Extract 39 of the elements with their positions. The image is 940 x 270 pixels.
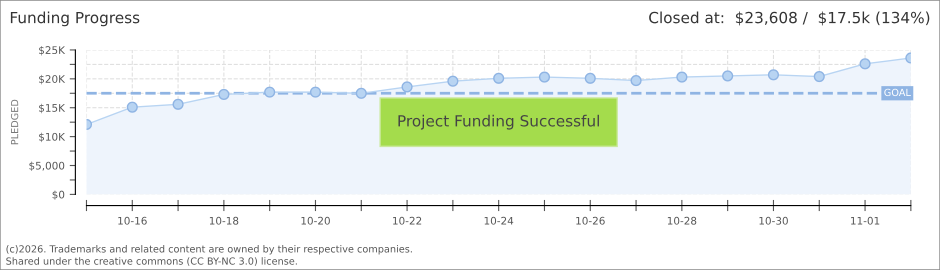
ref-line-label: GOAL (884, 88, 911, 96)
annotation: Project Funding Successful (398, 114, 599, 130)
point (768, 69, 780, 80)
point (676, 72, 688, 83)
y-tick-label: $0 (52, 190, 64, 200)
x-tick-label: 10-20 (301, 216, 330, 225)
x-tick-label: 10-30 (759, 216, 788, 225)
x-tick-label: 11-01 (851, 216, 880, 225)
chart-title: Funding Progress (10, 12, 140, 26)
point (310, 86, 322, 98)
point (538, 72, 550, 83)
point (722, 70, 734, 82)
y-tick-label: $25K (39, 46, 66, 56)
chart-subtitle: Closed at: $23,608 / $17.5k (134%) (649, 12, 930, 26)
point (402, 81, 413, 92)
point (630, 75, 642, 86)
point (126, 102, 138, 113)
x-tick-label: 10-28 (668, 216, 696, 225)
x-tick-label: 10-26 (576, 216, 605, 225)
x-tick-label: 10-16 (118, 216, 147, 225)
point (814, 70, 825, 82)
x-tick-label: 10-22 (393, 216, 422, 225)
y-axis-title: PLEDGED (10, 100, 18, 144)
point (584, 72, 596, 84)
x-tick-label: 10-24 (484, 216, 514, 225)
y-tick-label: $20K (39, 74, 66, 84)
text: Shared under the creative commons (CC BY-NC 3.0) license. (6, 257, 297, 266)
y-tick-label: $5,000 (29, 162, 64, 171)
point (447, 76, 458, 87)
point (172, 98, 184, 110)
point (356, 88, 367, 99)
text: (c)2026. Trademarks and related content are owned by their respective companies. (6, 245, 412, 254)
y-tick-label: $10K (39, 132, 66, 142)
point (264, 86, 276, 98)
point (218, 88, 230, 100)
point (860, 58, 871, 70)
point (493, 72, 504, 84)
x-tick-label: 10-18 (210, 216, 238, 225)
y-tick-label: $15K (39, 104, 66, 114)
